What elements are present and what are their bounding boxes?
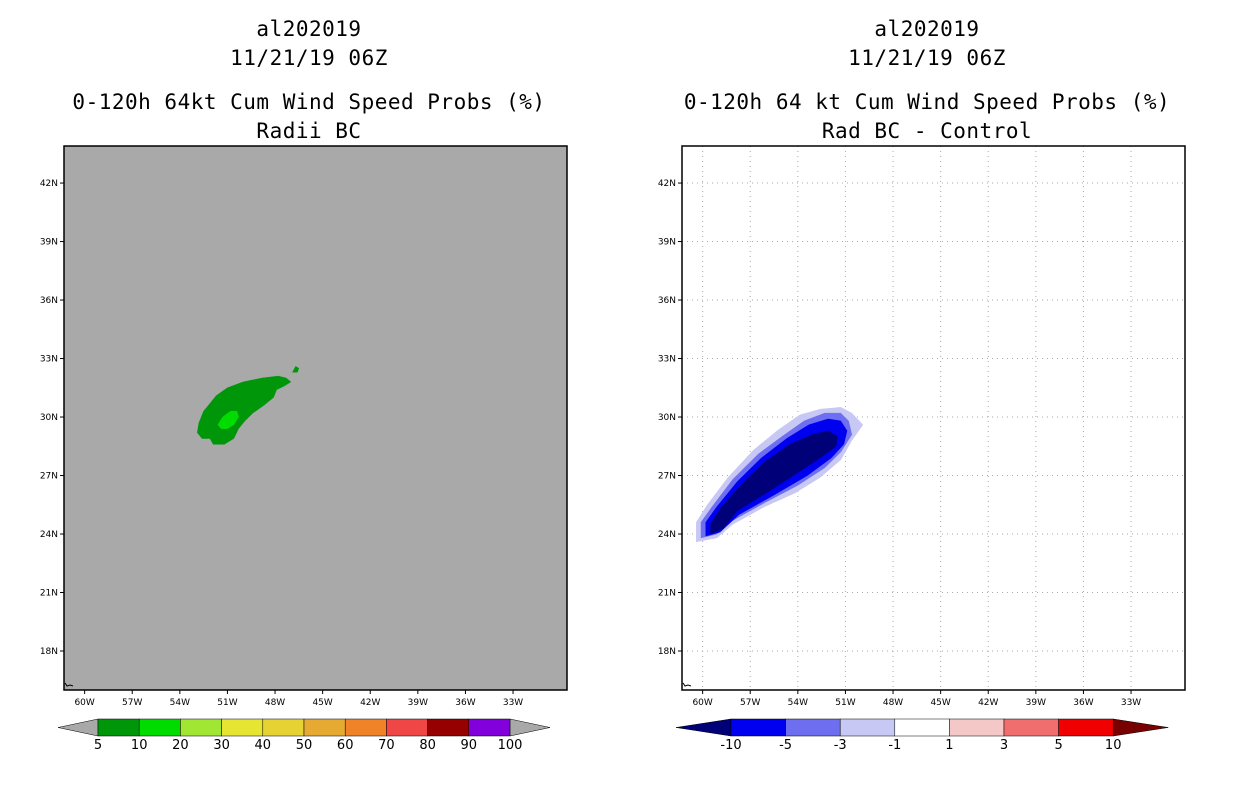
storm-id: al202019 [256, 17, 362, 41]
chart-subtitle: Radii BC [256, 119, 362, 143]
y-tick-label: 30N [658, 413, 676, 423]
x-tick-label: 51W [835, 698, 855, 708]
colorbar-swatch [785, 718, 841, 737]
x-tick-label: 39W [408, 698, 428, 708]
chart-plot-rad-bc-control: 60W 57W 54W 51W 48W 45W 42W 39W 36W 33W 42N 39N 36N 3… [658, 145, 1186, 753]
y-tick-label: 30N [40, 413, 58, 423]
colorbar-label: 10 [1105, 738, 1122, 753]
panel-radii-bc: al202019 11/21/19 06Z 0-120h 64kt Cum Wi… [40, 17, 568, 753]
colorbar-swatch [97, 718, 140, 737]
chart-title: 0-120h 64 kt Cum Wind Speed Probs (%) [683, 90, 1171, 114]
x-tick-label: 45W [312, 698, 332, 708]
x-tick-label: 48W [883, 698, 903, 708]
y-tick-label: 18N [40, 647, 58, 657]
colorbar-label: 5 [1054, 738, 1062, 753]
storm-id: al202019 [874, 17, 980, 41]
y-tick-label: 39N [40, 238, 58, 248]
x-tick-label: 42W [360, 698, 380, 708]
x-tick-label: 45W [930, 698, 950, 708]
y-tick-label: 33N [40, 355, 58, 365]
y-tick-label: 24N [658, 530, 676, 540]
y-tick-label: 33N [658, 355, 676, 365]
x-tick-label: 57W [122, 698, 142, 708]
colorbar-swatch [262, 718, 305, 737]
colorbar-label: 40 [255, 738, 272, 753]
colorbar-arrow-low [675, 718, 732, 737]
x-tick-label: 51W [217, 698, 237, 708]
colorbar-label: 10 [131, 738, 148, 753]
y-tick-label: 42N [658, 179, 676, 189]
contour-10-20 [217, 410, 239, 429]
colorbar-label: 5 [94, 738, 102, 753]
colorbar-label: 3 [1000, 738, 1008, 753]
x-tick-label: 33W [1121, 698, 1141, 708]
x-tick-label: 48W [265, 698, 285, 708]
plot-area [64, 146, 567, 690]
datetime: 11/21/19 06Z [848, 46, 1006, 70]
y-tick-label: 39N [658, 238, 676, 248]
colorbar-swatch [180, 718, 222, 737]
y-tick-label: 42N [40, 179, 58, 189]
x-tick-label: 54W [170, 698, 190, 708]
colorbar-label: 100 [498, 738, 523, 753]
colorbar-label: -5 [779, 738, 792, 753]
plot-area [682, 146, 1185, 690]
x-tick-label: 42W [978, 698, 998, 708]
colorbar-label: 1 [945, 738, 953, 753]
x-tick-label: 60W [692, 698, 712, 708]
x-tick-label: 60W [74, 698, 94, 708]
y-tick-label: 21N [40, 589, 58, 599]
y-tick-label: 21N [658, 589, 676, 599]
colorbar-swatch [427, 718, 470, 737]
y-tick-label: 36N [658, 296, 676, 306]
y-tick-label: 36N [40, 296, 58, 306]
chart-subtitle: Rad BC - Control [821, 119, 1033, 143]
x-tick-label: 36W [455, 698, 475, 708]
colorbar-swatch [1058, 718, 1114, 737]
colorbar-label: 30 [213, 738, 230, 753]
coastline-fragment [64, 682, 74, 687]
colorbar-label: -10 [720, 738, 741, 753]
colorbar-label: 20 [172, 738, 189, 753]
coastline-fragment [682, 682, 692, 687]
y-tick-label: 27N [40, 472, 58, 482]
y-tick-label: 18N [658, 647, 676, 657]
panel-rad-bc-control: al202019 11/21/19 06Z 0-120h 64 kt Cum W… [618, 0, 1236, 800]
colorbar-swatch [221, 718, 264, 737]
colorbar-label: 90 [461, 738, 478, 753]
x-tick-label: 36W [1073, 698, 1093, 708]
colorbar-swatch [894, 718, 950, 737]
y-tick-label: 27N [658, 472, 676, 482]
plot-frame [63, 145, 568, 691]
colorbar-label: -3 [834, 738, 847, 753]
chart-title: 0-120h 64kt Cum Wind Speed Probs (%) [72, 90, 546, 114]
colorbar-swatch [303, 718, 346, 737]
colorbar-swatch [949, 718, 1005, 737]
colorbar-label: 70 [378, 738, 395, 753]
colorbar-label: 50 [296, 738, 313, 753]
colorbar-swatch [138, 718, 181, 737]
colorbar-label: 80 [419, 738, 436, 753]
y-tick-label: 24N [40, 530, 58, 540]
colorbar-label: 60 [337, 738, 354, 753]
x-tick-label: 54W [788, 698, 808, 708]
colorbar-swatch [386, 718, 428, 737]
chart-plot-radii-bc: 60W 57W 54W 51W 48W 45W 42W 39W 36W 33W 42N 39N 36N 3… [40, 145, 568, 753]
colorbar-arrow-high [1112, 718, 1169, 737]
colorbar-swatch [839, 718, 896, 737]
colorbar-swatch [1003, 718, 1059, 737]
colorbar-arrow-high [509, 718, 551, 737]
x-tick-label: 39W [1026, 698, 1046, 708]
contour-5-10 [292, 365, 300, 373]
x-tick-label: 33W [503, 698, 523, 708]
colorbar-label: -1 [888, 738, 901, 753]
datetime: 11/21/19 06Z [230, 46, 388, 70]
colorbar-swatch [468, 718, 511, 737]
x-tick-label: 57W [740, 698, 760, 708]
plot-frame [681, 145, 1186, 691]
colorbar-swatch [344, 718, 387, 737]
contour-<-10 [710, 430, 838, 535]
colorbar-arrow-low [57, 718, 99, 737]
colorbar-swatch [730, 718, 786, 737]
